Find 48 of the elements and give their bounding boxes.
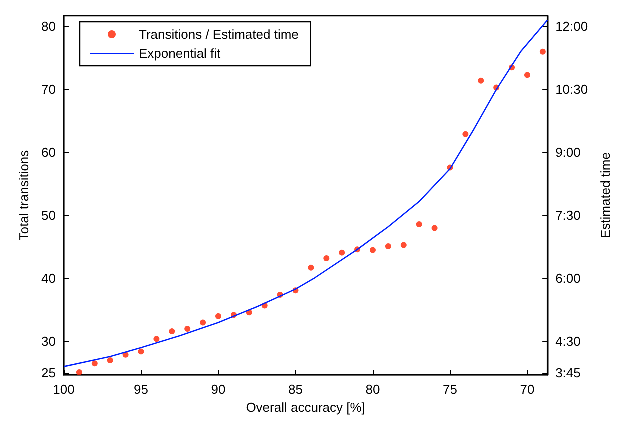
point [138,348,144,355]
y2-tick-label: 3:45 [556,366,581,381]
point [524,72,530,78]
x-axis-title: Overall accuracy [%] [246,400,366,415]
legend-label: Transitions / Estimated time [139,27,299,42]
y2-tick-label: 10:30 [556,82,588,98]
point [92,360,98,367]
point [540,48,546,55]
y2-tick-label: 9:00 [556,145,581,160]
point [432,225,438,232]
x-tick-label: 85 [288,382,303,397]
x-tick-label: 80 [366,382,380,397]
y-tick-label: 50 [42,208,56,224]
legend-label: Exponential fit [139,46,222,61]
point [216,313,222,320]
point [416,221,422,228]
point [76,369,82,376]
point [370,247,376,254]
y-tick-label: 40 [42,271,56,286]
point [184,326,191,332]
point [385,244,392,250]
x-tick-label: 90 [211,382,226,397]
line-series [63,20,548,368]
y-tick-label: 25 [42,366,56,381]
y2-tick-label: 12:00 [556,19,588,34]
point [107,358,114,364]
y-axis-title: Total transitions [16,150,32,241]
point [324,255,330,262]
point [308,264,314,271]
y-tick-label: 30 [42,334,56,350]
point [462,131,469,138]
y2-tick-label: 7:30 [556,208,581,224]
y-tick-label: 60 [42,145,56,160]
y2-tick-label: 4:30 [556,334,581,350]
point [154,336,160,342]
y-tick-label: 80 [42,19,56,34]
y2-axis-title: Estimated time [598,152,613,238]
x-tick-label: 75 [443,382,458,397]
x-tick-label: 70 [520,382,535,397]
x-tick-label: 100 [53,382,75,397]
y2-tick-label: 6:00 [556,271,581,286]
point [200,320,206,326]
point [169,328,176,335]
y-tick-label: 70 [42,82,56,98]
point [339,250,346,256]
point [478,78,484,84]
x-tick-label: 95 [134,382,148,397]
point [400,242,407,248]
